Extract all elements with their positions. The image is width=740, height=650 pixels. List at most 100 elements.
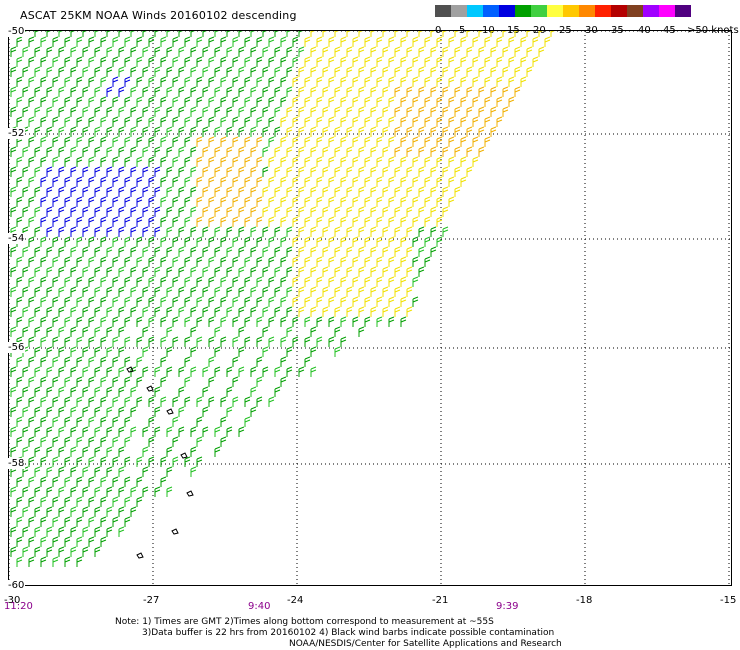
wind-barb xyxy=(376,176,383,187)
wind-barb xyxy=(214,366,221,377)
wind-barb xyxy=(310,286,317,297)
wind-barb xyxy=(136,356,143,367)
wind-barb xyxy=(334,266,341,277)
wind-barb xyxy=(64,416,71,427)
wind-barb xyxy=(220,116,227,127)
wind-barb xyxy=(406,106,413,117)
wind-barb xyxy=(82,326,89,337)
wind-barb xyxy=(160,36,167,47)
wind-barb xyxy=(184,96,191,107)
wind-barb xyxy=(46,486,53,497)
wind-barb xyxy=(10,386,17,397)
wind-barb xyxy=(142,146,149,157)
wind-barb xyxy=(52,76,59,87)
wind-barb xyxy=(262,66,269,77)
wind-barb xyxy=(256,96,263,107)
wind-barb xyxy=(340,236,347,247)
island-outline xyxy=(126,366,134,373)
wind-barb xyxy=(382,86,389,97)
wind-barb xyxy=(274,306,281,317)
wind-barb xyxy=(232,156,239,167)
wind-barb xyxy=(118,186,125,197)
wind-barb xyxy=(52,296,59,307)
wind-barb xyxy=(256,356,263,367)
wind-barb xyxy=(214,106,221,117)
wind-barb-field xyxy=(9,31,731,585)
wind-barb xyxy=(358,166,365,177)
wind-barb xyxy=(298,106,305,117)
wind-barb xyxy=(220,76,227,87)
wind-barb xyxy=(76,76,83,87)
wind-barb xyxy=(166,226,173,237)
wind-barb xyxy=(304,336,311,347)
wind-barb xyxy=(160,256,167,267)
wind-barb xyxy=(190,206,197,217)
wind-barb xyxy=(328,196,335,207)
wind-barb xyxy=(286,31,291,37)
wind-barb xyxy=(58,246,65,257)
wind-barb xyxy=(238,186,245,197)
wind-barb xyxy=(172,456,179,467)
wind-barb xyxy=(388,216,395,227)
wind-barb xyxy=(424,256,431,267)
wind-barb xyxy=(196,76,203,87)
wind-barb xyxy=(166,346,173,357)
wind-barb xyxy=(112,416,119,427)
wind-barb xyxy=(340,116,347,127)
lon-label: -18 xyxy=(576,595,593,606)
wind-barb xyxy=(442,186,449,197)
wind-barb xyxy=(508,36,515,47)
wind-barb xyxy=(382,126,389,137)
wind-barb xyxy=(82,466,89,477)
legend-swatch xyxy=(595,5,611,17)
wind-barb xyxy=(358,186,365,197)
wind-barb xyxy=(226,31,231,37)
wind-barb xyxy=(136,276,143,287)
wind-barb xyxy=(118,31,123,37)
wind-barb xyxy=(10,506,17,517)
wind-barb xyxy=(172,116,179,127)
wind-barb xyxy=(106,246,113,257)
wind-barb xyxy=(382,186,389,197)
wind-barb xyxy=(220,56,227,67)
wind-barb xyxy=(244,36,251,47)
wind-barb xyxy=(142,31,147,37)
wind-barb xyxy=(118,166,125,177)
wind-barb xyxy=(112,176,119,187)
wind-barb xyxy=(376,256,383,267)
wind-barb xyxy=(214,346,221,357)
wind-barb xyxy=(70,286,77,297)
note-line-2: 3)Data buffer is 22 hrs from 20160102 4)… xyxy=(142,628,555,638)
wind-barb xyxy=(40,376,47,387)
wind-barb xyxy=(364,136,371,147)
wind-barb xyxy=(94,46,101,57)
wind-barb xyxy=(82,266,89,277)
wind-map[interactable] xyxy=(8,30,732,586)
wind-barb xyxy=(106,66,113,77)
wind-barb xyxy=(520,76,527,87)
wind-barb xyxy=(148,176,155,187)
wind-barb xyxy=(412,156,419,167)
wind-barb xyxy=(40,516,47,527)
wind-barb xyxy=(490,126,497,137)
wind-barb xyxy=(256,376,263,387)
wind-barb xyxy=(514,86,521,97)
wind-barb xyxy=(286,166,293,177)
wind-barb xyxy=(58,66,65,77)
wind-barb xyxy=(232,236,239,247)
wind-barb xyxy=(196,236,203,247)
wind-barb xyxy=(46,86,53,97)
wind-barb xyxy=(10,246,17,257)
wind-barb xyxy=(298,186,305,197)
wind-barb xyxy=(190,426,197,437)
wind-barb xyxy=(40,316,47,327)
wind-barb xyxy=(70,426,77,437)
wind-barb xyxy=(322,246,329,257)
wind-barb xyxy=(250,66,257,77)
wind-barb xyxy=(166,466,173,477)
wind-barb xyxy=(178,286,185,297)
wind-barb xyxy=(346,86,353,97)
wind-barb xyxy=(106,486,113,497)
wind-barb xyxy=(52,156,59,167)
wind-barb xyxy=(142,46,149,57)
